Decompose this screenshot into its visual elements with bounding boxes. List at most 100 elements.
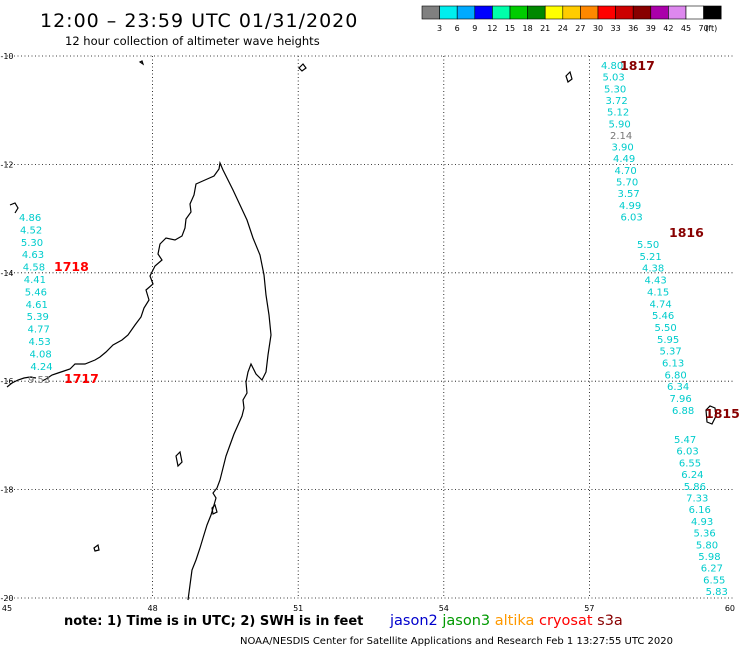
legend-swatch bbox=[492, 5, 511, 20]
legend-swatch bbox=[632, 5, 652, 20]
swh-value: 5.46 bbox=[25, 287, 47, 298]
swh-value: 5.50 bbox=[637, 240, 659, 251]
units-note: note: 1) Time is in UTC; 2) SWH is in fe… bbox=[64, 614, 363, 629]
legend-swatch bbox=[580, 5, 599, 20]
islet-west-1 bbox=[175, 450, 183, 468]
legend-label: 12 bbox=[487, 24, 497, 33]
swh-value: 5.30 bbox=[21, 238, 43, 249]
swh-value: 6.55 bbox=[679, 458, 701, 469]
swh-value: 6.34 bbox=[667, 382, 689, 393]
island-east-1 bbox=[705, 405, 717, 425]
swh-value: 4.61 bbox=[26, 300, 48, 311]
legend-swatch bbox=[421, 5, 440, 20]
lat-lon-grid: 45 48 51 54 57 60 -10 -12 -14 -16 -18 -20 bbox=[0, 52, 735, 613]
swh-value: 6.88 bbox=[672, 406, 694, 417]
swh-value: 5.86 bbox=[684, 482, 706, 493]
altimeter-tracks: 4.864.525.304.634.584.415.464.615.394.77… bbox=[19, 58, 740, 598]
legend-label: 18 bbox=[523, 24, 533, 33]
lon-label: 54 bbox=[439, 604, 449, 613]
satellite-jason2: jason2 bbox=[389, 613, 438, 629]
legend-swatch bbox=[703, 5, 722, 20]
map-subtitle: 12 hour collection of altimeter wave hei… bbox=[65, 34, 320, 48]
island-north-1 bbox=[298, 63, 307, 72]
swh-value: 6.03 bbox=[676, 447, 698, 458]
swh-value: 4.41 bbox=[24, 275, 46, 286]
swh-value: 5.36 bbox=[693, 529, 715, 540]
lon-label: 45 bbox=[2, 604, 12, 613]
swh-value: 5.80 bbox=[696, 540, 718, 551]
swh-value: 3.72 bbox=[606, 96, 628, 107]
lon-label: 51 bbox=[293, 604, 303, 613]
swh-value: 6.24 bbox=[681, 470, 703, 481]
legend-label: 6 bbox=[455, 24, 460, 33]
swh-value: 4.38 bbox=[642, 264, 664, 275]
coastline bbox=[6, 60, 717, 601]
swh-value: 6.80 bbox=[665, 370, 687, 381]
lat-label: -14 bbox=[0, 269, 13, 278]
swh-value: 4.86 bbox=[19, 213, 41, 224]
legend-swatch bbox=[650, 5, 669, 20]
lat-label: -16 bbox=[0, 377, 13, 386]
legend-label: 36 bbox=[628, 24, 638, 33]
swh-value: 3.57 bbox=[618, 189, 640, 200]
lon-label: 57 bbox=[584, 604, 594, 613]
swh-value: 6.27 bbox=[701, 564, 723, 575]
legend-label: 9 bbox=[472, 24, 477, 33]
swh-value: 5.37 bbox=[660, 347, 682, 358]
swh-value: 4.74 bbox=[650, 299, 672, 310]
swh-value: 4.43 bbox=[645, 276, 667, 287]
swh-value: 4.52 bbox=[20, 225, 42, 236]
swh-value: 5.83 bbox=[706, 587, 728, 598]
swh-value: 4.93 bbox=[691, 517, 713, 528]
satellite-legend: jason2 jason3 altika cryosat s3a bbox=[389, 613, 623, 629]
legend-label: 33 bbox=[611, 24, 621, 33]
credit-footer: NOAA/NESDIS Center for Satellite Applica… bbox=[240, 636, 673, 647]
map-title: 12:00 – 23:59 UTC 01/31/2020 bbox=[40, 10, 358, 32]
swh-value: 5.47 bbox=[674, 435, 696, 446]
legend-swatch bbox=[597, 5, 616, 20]
swh-value: 4.58 bbox=[23, 263, 45, 274]
swh-value: 4.77 bbox=[28, 325, 50, 336]
pass-label: 1717 bbox=[64, 371, 99, 386]
legend-swatch bbox=[544, 5, 564, 20]
swh-value: 5.30 bbox=[604, 84, 626, 95]
pass-label: 1816 bbox=[669, 225, 704, 240]
legend-swatch bbox=[456, 5, 476, 20]
lon-label: 60 bbox=[725, 604, 735, 613]
legend-label: 24 bbox=[558, 24, 568, 33]
swh-value: 4.15 bbox=[647, 287, 669, 298]
island-northeast-1 bbox=[565, 70, 573, 83]
swh-value: 4.70 bbox=[615, 166, 637, 177]
swh-value: 5.95 bbox=[657, 335, 679, 346]
pass-label: 1815 bbox=[705, 406, 740, 421]
swh-value: 4.49 bbox=[613, 154, 635, 165]
lon-label: 48 bbox=[148, 604, 158, 613]
legend-label: 3 bbox=[437, 24, 442, 33]
swh-value: 4.63 bbox=[22, 250, 44, 261]
legend-swatch bbox=[562, 5, 581, 20]
mainland-coast-west-north bbox=[9, 202, 19, 214]
legend-label: 27 bbox=[575, 24, 585, 33]
legend-label: 15 bbox=[505, 24, 515, 33]
swh-value: 7.33 bbox=[686, 494, 708, 505]
islet-west-3 bbox=[93, 543, 100, 552]
swh-value: 6.16 bbox=[689, 505, 711, 516]
legend-label: 30 bbox=[593, 24, 603, 33]
satellite-altika: altika bbox=[490, 613, 534, 629]
lat-label: -10 bbox=[0, 52, 13, 61]
islet-west-4 bbox=[138, 60, 145, 66]
swh-value: 3.90 bbox=[612, 143, 634, 154]
legend-swatch bbox=[439, 5, 458, 20]
swh-value: 4.24 bbox=[30, 362, 52, 373]
swh-value: 7.96 bbox=[670, 394, 692, 405]
pass-label: 1817 bbox=[620, 58, 655, 73]
swh-value: 5.70 bbox=[616, 178, 638, 189]
legend-label: 70 bbox=[699, 24, 709, 33]
legend-label: 21 bbox=[540, 24, 550, 33]
legend-label: 42 bbox=[663, 24, 673, 33]
legend-swatch bbox=[527, 5, 546, 20]
swh-value: 5.98 bbox=[698, 552, 720, 563]
madagascar-coastline bbox=[41, 160, 272, 601]
pass-label: 1718 bbox=[54, 259, 89, 274]
